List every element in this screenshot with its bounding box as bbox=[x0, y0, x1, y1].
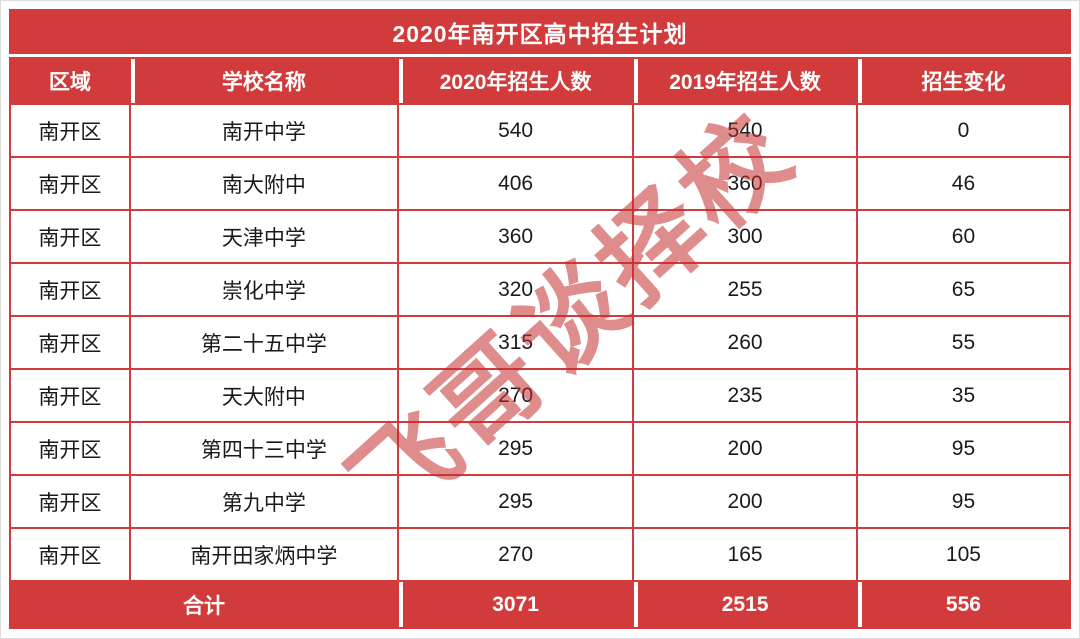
table-cell: 第九中学 bbox=[128, 474, 399, 529]
table-row: 南开区 天大附中 270 235 35 bbox=[9, 368, 1072, 423]
table-row: 南开区 南开田家炳中学 270 165 105 bbox=[9, 527, 1072, 582]
table-cell: 第四十三中学 bbox=[128, 421, 399, 476]
table-cell: 540 bbox=[632, 103, 858, 158]
table-cell: 南开区 bbox=[9, 527, 131, 582]
table-cell: 270 bbox=[396, 527, 635, 582]
table-cell: 360 bbox=[632, 156, 858, 211]
total-2020: 3071 bbox=[396, 580, 635, 629]
table-cell: 65 bbox=[855, 262, 1072, 317]
table-cell: 天大附中 bbox=[128, 368, 399, 423]
table-cell: 295 bbox=[396, 421, 635, 476]
table-cell: 南开田家炳中学 bbox=[128, 527, 399, 582]
table-cell: 55 bbox=[855, 315, 1072, 370]
table-cell: 南大附中 bbox=[128, 156, 399, 211]
table-cell: 300 bbox=[632, 209, 858, 264]
enrollment-table: 区域 学校名称 2020年招生人数 2019年招生人数 招生变化 南开区 南开中学… bbox=[9, 57, 1072, 629]
total-label: 合计 bbox=[9, 580, 399, 629]
table-row: 南开区 天津中学 360 300 60 bbox=[9, 209, 1072, 264]
table-cell: 南开区 bbox=[9, 474, 131, 529]
table-body: 南开区 南开中学 540 540 0 南开区 南大附中 406 360 46 南开区 天津中学 360 3… bbox=[9, 103, 1072, 582]
total-2019: 2515 bbox=[632, 580, 858, 629]
table-row: 南开区 第四十三中学 295 200 95 bbox=[9, 421, 1072, 476]
table-row: 南开区 崇化中学 320 255 65 bbox=[9, 262, 1072, 317]
total-row: 合计 3071 2515 556 bbox=[9, 580, 1072, 629]
table-cell: 165 bbox=[632, 527, 858, 582]
table-row: 南开区 第九中学 295 200 95 bbox=[9, 474, 1072, 529]
table-cell: 235 bbox=[632, 368, 858, 423]
column-header-2020: 2020年招生人数 bbox=[396, 57, 635, 105]
table-cell: 南开区 bbox=[9, 262, 131, 317]
table-cell: 270 bbox=[396, 368, 635, 423]
table-cell: 315 bbox=[396, 315, 635, 370]
header-row: 区域 学校名称 2020年招生人数 2019年招生人数 招生变化 bbox=[9, 57, 1072, 105]
column-header-change: 招生变化 bbox=[855, 57, 1072, 105]
table-cell: 46 bbox=[855, 156, 1072, 211]
table-cell: 105 bbox=[855, 527, 1072, 582]
table-cell: 天津中学 bbox=[128, 209, 399, 264]
table-cell: 360 bbox=[396, 209, 635, 264]
table-cell: 南开区 bbox=[9, 315, 131, 370]
table-header: 区域 学校名称 2020年招生人数 2019年招生人数 招生变化 bbox=[9, 57, 1072, 105]
table-cell: 60 bbox=[855, 209, 1072, 264]
table-cell: 南开区 bbox=[9, 103, 131, 158]
table-cell: 南开区 bbox=[9, 209, 131, 264]
table-cell: 0 bbox=[855, 103, 1072, 158]
table-cell: 南开区 bbox=[9, 156, 131, 211]
column-header-2019: 2019年招生人数 bbox=[632, 57, 858, 105]
table-cell: 406 bbox=[396, 156, 635, 211]
table-cell: 200 bbox=[632, 474, 858, 529]
table-cell: 35 bbox=[855, 368, 1072, 423]
table-row: 南开区 南大附中 406 360 46 bbox=[9, 156, 1072, 211]
table-cell: 95 bbox=[855, 421, 1072, 476]
table-cell: 320 bbox=[396, 262, 635, 317]
table-cell: 南开中学 bbox=[128, 103, 399, 158]
table-cell: 540 bbox=[396, 103, 635, 158]
total-change: 556 bbox=[855, 580, 1072, 629]
table-cell: 崇化中学 bbox=[128, 262, 399, 317]
table-cell: 第二十五中学 bbox=[128, 315, 399, 370]
table-footer: 合计 3071 2515 556 bbox=[9, 580, 1072, 629]
table-cell: 295 bbox=[396, 474, 635, 529]
column-header-region: 区域 bbox=[9, 57, 131, 105]
table-cell: 95 bbox=[855, 474, 1072, 529]
table-cell: 200 bbox=[632, 421, 858, 476]
table-row: 南开区 第二十五中学 315 260 55 bbox=[9, 315, 1072, 370]
column-header-school: 学校名称 bbox=[128, 57, 399, 105]
table-title: 2020年南开区高中招生计划 bbox=[9, 9, 1071, 54]
table-cell: 南开区 bbox=[9, 421, 131, 476]
table-cell: 260 bbox=[632, 315, 858, 370]
table-row: 南开区 南开中学 540 540 0 bbox=[9, 103, 1072, 158]
table-cell: 255 bbox=[632, 262, 858, 317]
table-cell: 南开区 bbox=[9, 368, 131, 423]
